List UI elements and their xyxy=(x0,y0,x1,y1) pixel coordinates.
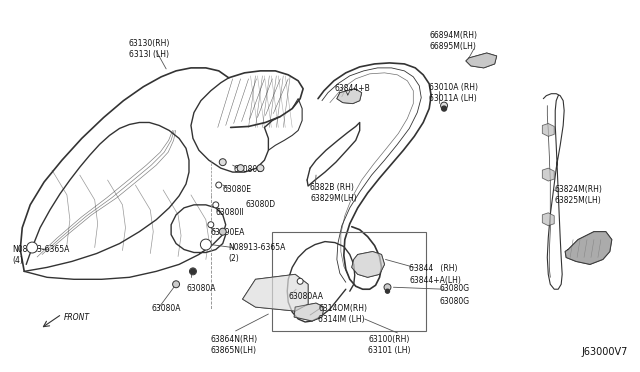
Text: 63080G: 63080G xyxy=(439,284,469,293)
Text: 63080D: 63080D xyxy=(234,165,264,174)
Text: J63000V7: J63000V7 xyxy=(581,347,628,357)
Text: 63824M(RH)
63825M(LH): 63824M(RH) 63825M(LH) xyxy=(554,185,602,205)
Circle shape xyxy=(442,106,447,111)
Text: N08913-6365A
(2): N08913-6365A (2) xyxy=(228,243,286,263)
Polygon shape xyxy=(294,303,324,321)
Text: 63080A: 63080A xyxy=(186,284,216,293)
Circle shape xyxy=(385,289,390,293)
Circle shape xyxy=(208,222,214,228)
Text: 63100(RH)
63101 (LH): 63100(RH) 63101 (LH) xyxy=(368,335,411,355)
Circle shape xyxy=(384,284,391,291)
Polygon shape xyxy=(542,213,554,226)
Text: N: N xyxy=(30,245,35,250)
Polygon shape xyxy=(466,53,497,68)
Text: 63080AA: 63080AA xyxy=(288,292,323,301)
Polygon shape xyxy=(542,124,554,137)
Circle shape xyxy=(440,102,447,109)
Text: N: N xyxy=(204,242,208,247)
Circle shape xyxy=(257,165,264,171)
Circle shape xyxy=(191,269,195,274)
Text: 66894M(RH)
66895M(LH): 66894M(RH) 66895M(LH) xyxy=(429,31,477,51)
Circle shape xyxy=(237,165,244,171)
Circle shape xyxy=(173,281,180,288)
Text: 6382B (RH)
63829M(LH): 6382B (RH) 63829M(LH) xyxy=(310,183,357,203)
Text: FRONT: FRONT xyxy=(64,312,90,321)
Text: 63080A: 63080A xyxy=(151,304,180,313)
Polygon shape xyxy=(243,274,308,311)
Circle shape xyxy=(213,202,219,208)
Text: 63844   (RH)
63844+A(LH): 63844 (RH) 63844+A(LH) xyxy=(410,264,461,285)
Text: 63010A (RH)
63011A (LH): 63010A (RH) 63011A (LH) xyxy=(429,83,478,103)
Bar xyxy=(273,232,426,331)
Text: 6314OM(RH)
6314IM (LH): 6314OM(RH) 6314IM (LH) xyxy=(318,304,367,324)
Circle shape xyxy=(27,242,38,253)
Text: 63080E: 63080E xyxy=(223,185,252,194)
Polygon shape xyxy=(565,232,612,264)
Polygon shape xyxy=(542,168,554,181)
Text: 63090EA: 63090EA xyxy=(211,228,245,237)
Text: 63864N(RH)
63865N(LH): 63864N(RH) 63865N(LH) xyxy=(210,335,257,355)
Circle shape xyxy=(200,239,211,250)
Circle shape xyxy=(297,278,303,284)
Text: N08913-6365A
(4): N08913-6365A (4) xyxy=(12,244,70,264)
Circle shape xyxy=(189,268,196,275)
Circle shape xyxy=(220,228,226,235)
Circle shape xyxy=(216,182,221,188)
Text: 63080G: 63080G xyxy=(439,297,469,306)
Polygon shape xyxy=(352,251,385,277)
Polygon shape xyxy=(337,89,362,104)
Text: 63080D: 63080D xyxy=(246,200,276,209)
Text: 63844+B: 63844+B xyxy=(335,84,371,93)
Text: 63130(RH)
6313I (LH): 63130(RH) 6313I (LH) xyxy=(129,39,170,59)
Text: 63080II: 63080II xyxy=(216,208,244,217)
Circle shape xyxy=(220,159,226,166)
